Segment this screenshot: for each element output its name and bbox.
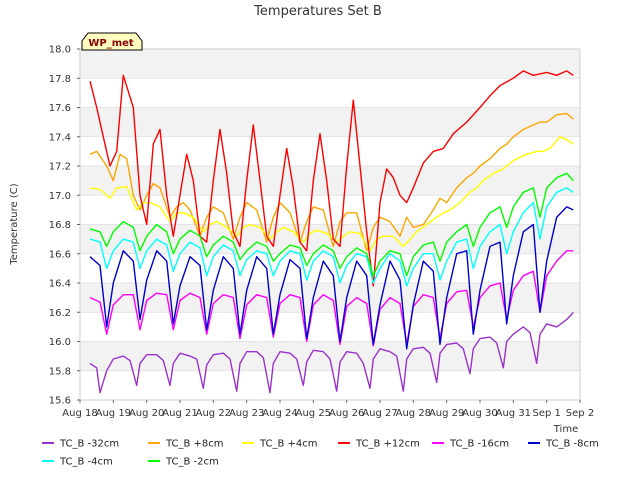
y-tick-label: 16.2 <box>49 308 71 319</box>
y-tick-label: 17.2 <box>49 162 71 173</box>
grid-band <box>80 341 580 371</box>
y-tick-label: 17.0 <box>49 191 71 202</box>
y-tick-label: 15.8 <box>49 366 71 377</box>
y-tick-label: 16.6 <box>49 249 71 260</box>
y-tick-label: 16.8 <box>49 220 71 231</box>
y-tick-label: 16.0 <box>49 337 71 348</box>
x-tick-label: Aug 31 <box>496 408 531 419</box>
legend-label: TC_B -16cm <box>449 439 509 450</box>
x-tick-label: Sep 2 <box>566 408 594 419</box>
x-tick-label: Aug 23 <box>229 408 264 419</box>
series-line-tc-b--2cm <box>89 172 574 277</box>
x-tick-label: Aug 20 <box>129 408 164 419</box>
series-line-tc-b--8cm <box>89 206 574 350</box>
x-tick-label: Sep 1 <box>532 408 560 419</box>
y-tick-label: 16.4 <box>49 279 71 290</box>
grid-band <box>80 370 580 400</box>
legend-label: TC_B +4cm <box>259 439 318 450</box>
background-bands <box>80 48 580 401</box>
x-tick-label: Aug 28 <box>396 408 431 419</box>
legend-label: TC_B -8cm <box>545 439 599 450</box>
badge-shape <box>81 32 143 51</box>
y-tick-label: 15.6 <box>49 396 71 407</box>
legend-label: TC_B +8cm <box>165 439 224 450</box>
legend-label: TC_B -2cm <box>165 457 219 468</box>
grid-band <box>80 49 580 79</box>
station-badge: WP_met <box>81 32 143 51</box>
y-tick-label: 17.4 <box>49 132 71 143</box>
y-axis-ticks: 15.6 15.8 16.0 16.2 16.4 16.6 16.8 17.0 17.2 17.4… <box>49 45 80 407</box>
legend: TC_B -32cm TC_B +8cm TC_B +4cm TC_B +12cm TC… <box>42 439 599 468</box>
legend-label: TC_B +12cm <box>355 439 420 450</box>
x-tick-label: Aug 27 <box>362 408 397 419</box>
y-tick-label: 17.8 <box>49 74 71 85</box>
y-tick-label: 18.0 <box>49 45 71 56</box>
series-line-tc-b--32cm <box>89 311 574 394</box>
y-tick-label: 17.6 <box>49 103 71 114</box>
grid-band <box>80 107 580 137</box>
grid-band <box>80 312 580 342</box>
grid-band <box>80 78 580 108</box>
legend-label: TC_B -32cm <box>59 439 119 450</box>
series-line-tc-b-+12cm <box>89 70 574 287</box>
chart-title: Temperatures Set B <box>253 4 382 19</box>
x-tick-label: Aug 30 <box>462 408 497 419</box>
x-tick-label: Aug 18 <box>62 408 97 419</box>
y-axis-label: Temperature (C) <box>9 183 20 265</box>
x-tick-label: Aug 21 <box>162 408 197 419</box>
grid-band <box>80 283 580 313</box>
badge-label: WP_met <box>88 38 134 49</box>
x-tick-label: Aug 26 <box>329 408 364 419</box>
x-tick-label: Aug 19 <box>96 408 131 419</box>
x-tick-label: Aug 22 <box>196 408 231 419</box>
series-line-tc-b-+8cm <box>89 112 574 252</box>
legend-label: TC_B -4cm <box>59 457 113 468</box>
x-axis-label: Time <box>553 424 578 435</box>
x-tick-label: Aug 24 <box>262 408 297 419</box>
grid-band <box>80 166 580 196</box>
series-line-tc-b--16cm <box>89 250 574 347</box>
series-line-tc-b--4cm <box>89 187 574 287</box>
x-tick-label: Aug 29 <box>429 408 464 419</box>
grid-band <box>80 253 580 283</box>
x-tick-label: Aug 25 <box>296 408 331 419</box>
series-lines <box>89 70 574 394</box>
